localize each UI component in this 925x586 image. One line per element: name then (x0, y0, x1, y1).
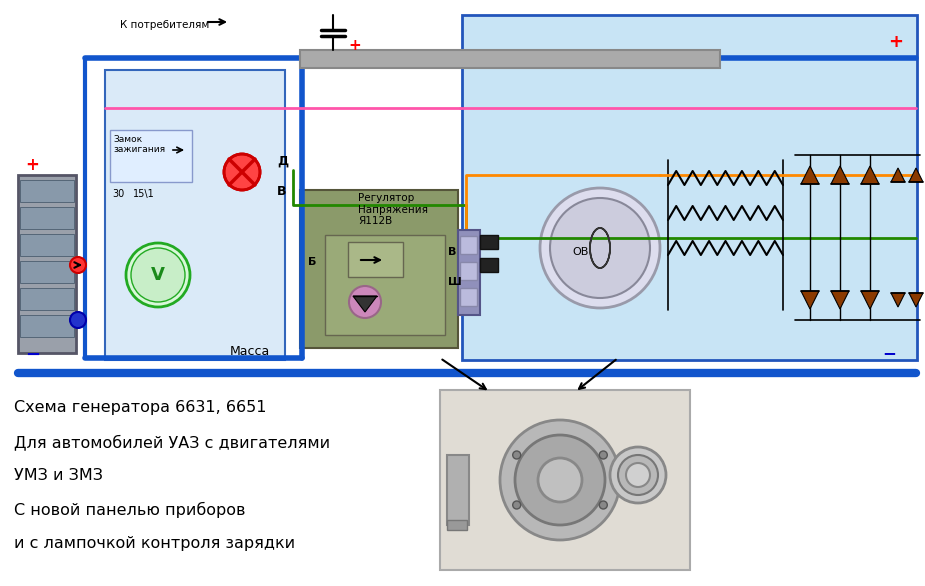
Bar (18, 175, 76, 353)
Bar (20, 180, 74, 202)
Text: К потребителям: К потребителям (120, 20, 209, 30)
Bar (480, 235, 498, 249)
Circle shape (540, 188, 660, 308)
Polygon shape (831, 166, 849, 184)
Text: Для автомобилей УАЗ с двигателями: Для автомобилей УАЗ с двигателями (14, 434, 330, 450)
Polygon shape (353, 296, 377, 312)
Circle shape (610, 447, 666, 503)
Circle shape (131, 248, 185, 302)
Bar (110, 130, 192, 182)
Circle shape (224, 154, 260, 190)
Text: Схема генератора 6631, 6651: Схема генератора 6631, 6651 (14, 400, 266, 415)
Text: С новой панелью приборов: С новой панелью приборов (14, 502, 245, 518)
Bar (20, 207, 74, 229)
Text: Замок
зажигания: Замок зажигания (113, 135, 166, 154)
Bar (20, 261, 74, 283)
Bar (348, 242, 403, 277)
Circle shape (550, 198, 650, 298)
Polygon shape (801, 291, 819, 309)
Circle shape (512, 501, 521, 509)
Bar (480, 258, 498, 272)
Polygon shape (909, 168, 923, 182)
Circle shape (538, 458, 582, 502)
Polygon shape (861, 291, 879, 309)
Text: +: + (889, 33, 904, 51)
Text: Д: Д (277, 155, 288, 168)
Bar (447, 455, 469, 525)
Bar (300, 50, 720, 68)
Circle shape (512, 451, 521, 459)
Circle shape (515, 435, 605, 525)
Circle shape (500, 420, 620, 540)
Bar (458, 230, 480, 315)
Bar (440, 390, 690, 570)
Bar (462, 15, 917, 360)
Circle shape (126, 243, 190, 307)
Polygon shape (831, 291, 849, 309)
Text: 30: 30 (112, 189, 124, 199)
Bar (105, 70, 285, 360)
Bar (325, 235, 445, 335)
Polygon shape (891, 293, 905, 307)
Circle shape (70, 257, 86, 273)
Circle shape (599, 451, 608, 459)
Bar (447, 520, 467, 530)
Text: Б: Б (308, 257, 316, 267)
Polygon shape (801, 166, 819, 184)
Bar (20, 288, 74, 310)
Polygon shape (861, 166, 879, 184)
Text: Ш: Ш (448, 277, 462, 287)
Polygon shape (891, 168, 905, 182)
Text: 15\1: 15\1 (133, 189, 154, 199)
Polygon shape (909, 293, 923, 307)
Text: В: В (277, 185, 287, 198)
Bar (20, 315, 74, 337)
Text: −: − (25, 346, 40, 364)
Text: Регулятор
Напряжения
Я112В: Регулятор Напряжения Я112В (358, 193, 428, 226)
Circle shape (618, 455, 658, 495)
Text: +: + (25, 156, 39, 174)
Text: УМЗ и ЗМЗ: УМЗ и ЗМЗ (14, 468, 103, 483)
Text: Масса: Масса (230, 345, 270, 358)
Bar (460, 236, 477, 254)
Text: −: − (882, 344, 896, 362)
Text: ОВ: ОВ (572, 247, 588, 257)
Text: V: V (151, 266, 165, 284)
Circle shape (349, 286, 381, 318)
Text: В: В (448, 247, 456, 257)
Bar (20, 234, 74, 256)
Circle shape (626, 463, 650, 487)
Circle shape (599, 501, 608, 509)
Circle shape (70, 312, 86, 328)
Bar (300, 190, 458, 348)
Bar (460, 288, 477, 306)
Text: и с лампочкой контроля зарядки: и с лампочкой контроля зарядки (14, 536, 295, 551)
Bar (460, 262, 477, 280)
Text: +: + (348, 38, 361, 53)
